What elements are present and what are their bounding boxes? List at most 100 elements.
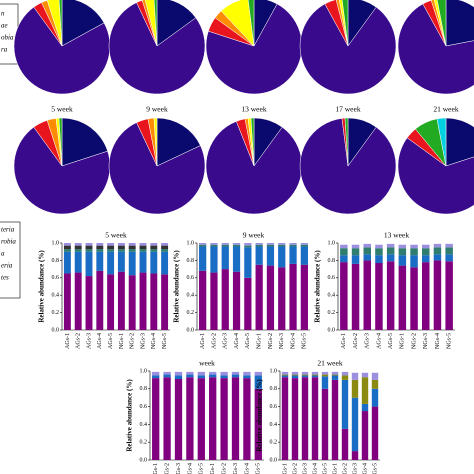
bar-segment (232, 243, 241, 245)
bar-segment (386, 247, 395, 255)
bar-segment (254, 388, 262, 460)
x-tick-label: NGs-4 (244, 463, 250, 474)
pie-slice (344, 117, 349, 167)
pie-slice (445, 117, 474, 167)
bar-segment (291, 371, 299, 375)
bar-segment (311, 371, 319, 375)
bar-segment (331, 379, 339, 460)
bar-segment (375, 263, 383, 330)
y-tick-label: 0.6 (270, 404, 278, 410)
bar-segment (161, 243, 169, 246)
bar-segment (96, 243, 104, 246)
bar-segment (220, 378, 228, 460)
chart-title: 21 week (317, 359, 342, 368)
chart-title: 9 week (146, 105, 168, 114)
bar-segment (363, 243, 371, 248)
bar-segment (209, 374, 217, 378)
pie-slice (13, 126, 111, 215)
bar-segment (361, 403, 369, 412)
bar-segment (220, 371, 228, 376)
bar-segment (139, 272, 147, 330)
bar-segment (128, 245, 136, 250)
x-tick-label: AGs-1 (65, 333, 71, 349)
bar-segment (300, 246, 308, 265)
x-tick-label: NGs-1 (210, 463, 216, 474)
bar-segment (289, 246, 297, 264)
x-tick-label: AGs-2 (353, 333, 359, 349)
bar-segment (197, 375, 205, 379)
x-tick-label: NGs-3 (279, 333, 285, 349)
bar-segment (107, 245, 115, 250)
bar-segment (386, 261, 395, 330)
y-tick-label: 0.8 (187, 258, 195, 264)
bar-segment (107, 274, 115, 330)
bar-segment (254, 375, 262, 389)
bar-segment (199, 270, 207, 330)
bar-segment (244, 277, 252, 330)
x-tick-label: AGs-3 (176, 463, 182, 474)
legend-label: ae (1, 22, 8, 30)
y-tick-label: 1.0 (52, 240, 60, 246)
bar-segment (63, 273, 71, 330)
bar-segment (410, 248, 418, 256)
bar-segment (351, 263, 360, 330)
bar-segment (163, 374, 171, 378)
bar-segment (331, 371, 339, 375)
bar-segment (220, 375, 228, 379)
bar-segment (107, 249, 115, 252)
pie-slice (61, 0, 105, 47)
legend-box (0, 221, 21, 299)
y-tick-label: 0.4 (328, 293, 336, 299)
x-tick-label: AGs-1 (341, 333, 347, 349)
bar-segment (199, 243, 207, 245)
pie-slice (58, 117, 63, 167)
x-tick-label: AGs-5 (388, 333, 394, 349)
bar-segment (361, 372, 369, 378)
pie-slice (445, 0, 474, 47)
bar-segment (150, 243, 158, 246)
bar-segment (161, 251, 169, 275)
pie-slice (250, 117, 255, 167)
bar-segment (186, 374, 194, 378)
bar-segment (363, 254, 371, 261)
bar-segment (210, 272, 218, 330)
bar-segment (150, 251, 158, 274)
bar-segment (174, 375, 183, 380)
y-tick-label: 1.0 (140, 368, 148, 374)
bar-segment (255, 244, 263, 247)
y-tick-label: 0.2 (328, 310, 336, 316)
bar-segment (221, 269, 229, 330)
bar-segment (361, 377, 369, 404)
bar-segment (422, 248, 430, 256)
bar-segment (398, 265, 407, 330)
pie-slice (153, 0, 158, 47)
bar-segment (331, 375, 339, 380)
bar-segment (300, 264, 308, 330)
bar-segment (186, 371, 194, 375)
bar-segment (266, 246, 275, 266)
x-tick-label: AGs-3 (365, 333, 371, 349)
bar-segment (209, 377, 217, 460)
pie-slice (141, 0, 158, 47)
bar-segment (232, 244, 241, 247)
y-tick-label: 1.0 (187, 240, 195, 246)
bar-segment (281, 377, 289, 460)
bar-segment (231, 377, 240, 460)
bar-segment (266, 244, 275, 247)
x-tick-label: NGs-2 (130, 333, 136, 349)
x-tick-label: AGs-5 (245, 333, 251, 349)
pie-slice (433, 0, 447, 47)
bar-segment (291, 375, 299, 379)
bar-segment (128, 251, 136, 276)
bar-segment (351, 244, 360, 249)
bar-segment (128, 243, 136, 246)
y-tick-label: 0.2 (270, 440, 278, 446)
bar-segment (107, 251, 115, 275)
pie-slice (58, 0, 63, 47)
x-tick-label: NGs-2 (411, 333, 417, 349)
bar-segment (85, 249, 93, 252)
bar-segment (74, 243, 82, 246)
bar-segment (199, 244, 207, 247)
x-tick-label: AGs-2 (292, 463, 298, 474)
bar-segment (244, 245, 252, 248)
